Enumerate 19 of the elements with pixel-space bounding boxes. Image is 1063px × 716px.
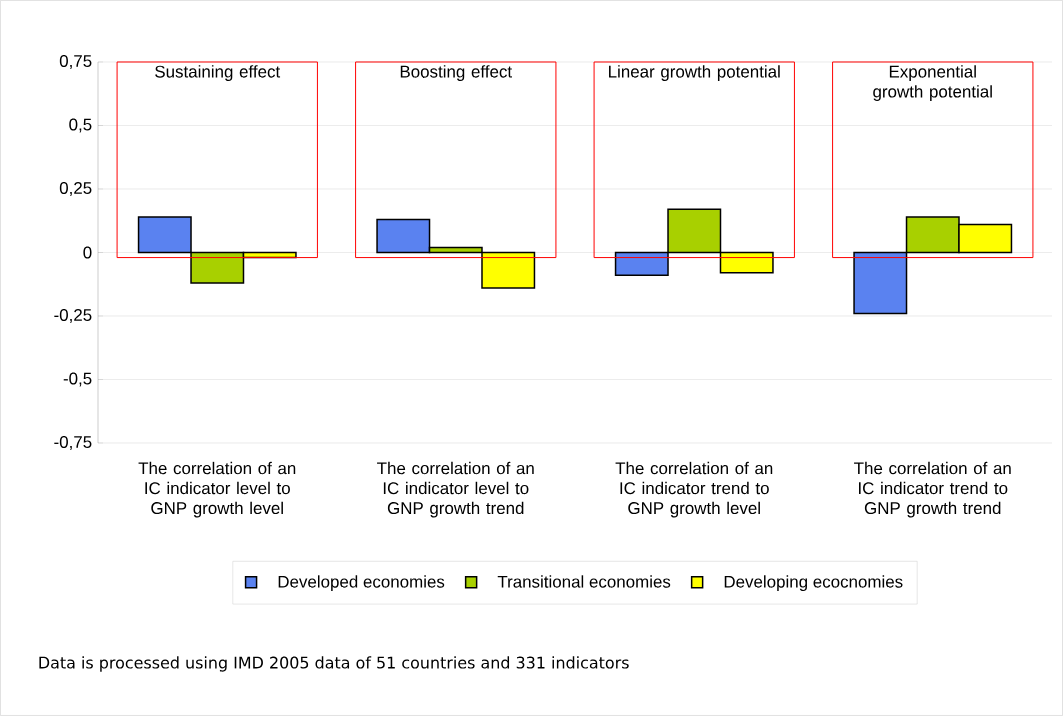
text: Data is processed using IMD 2005 data of 51 countries and 331 indicators <box>39 656 629 672</box>
legend-label: Developing ecocnomies <box>724 575 903 592</box>
x-tick-label: The correlation of an IC indicator level to GNP growth trend <box>377 461 534 518</box>
x-tick-label: The correlation of an IC indicator trend to GNP growth level <box>615 461 773 518</box>
annotation: Exponential growth potential <box>873 65 992 101</box>
y-tick-label: -0,5 <box>63 372 92 387</box>
legend-label: Developed economies <box>278 575 445 592</box>
y-tick-label: 0,5 <box>69 118 92 133</box>
annotation: Sustaining effect <box>155 65 281 81</box>
y-tick-label: -0,25 <box>54 308 92 323</box>
annotation: Linear growth potential <box>609 65 780 81</box>
y-tick-label: 0,25 <box>59 181 92 196</box>
y-tick-label: -0,75 <box>54 435 92 450</box>
y-tick-label: 0,75 <box>59 55 92 69</box>
y-tick-label: 0 <box>83 246 92 259</box>
legend-label: Transitional economies <box>497 575 671 588</box>
x-tick-label: The correlation of an IC indicator trend to GNP growth trend <box>854 461 1011 518</box>
x-tick-label: The correlation of an IC indicator level to GNP growth level <box>138 461 296 518</box>
annotation: Boosting effect <box>400 65 512 81</box>
